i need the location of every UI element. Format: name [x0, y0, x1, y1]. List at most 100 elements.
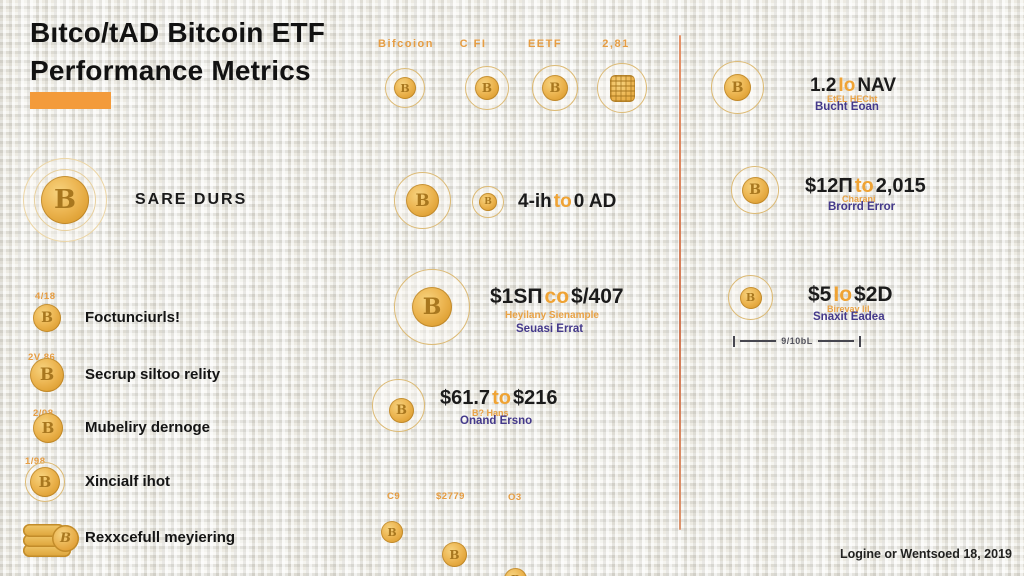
- bitcoin-coin-icon: [472, 186, 504, 218]
- bitcoin-coin-icon: [465, 66, 509, 110]
- metric-value: $5Io$2D: [808, 283, 893, 307]
- column-header-label: EETF: [527, 38, 563, 50]
- coin-tag: O3: [508, 492, 522, 503]
- metric-value-post: $2D: [854, 283, 893, 306]
- coin-stack-icon: [23, 520, 79, 558]
- metric-value-pre: $12Π: [805, 175, 853, 197]
- metric-value-mid: Io: [833, 283, 853, 306]
- metric-value-mid: to: [492, 387, 511, 409]
- metric-value: $61.7 to $216: [440, 387, 557, 410]
- metric-value-mid: Io: [838, 75, 856, 96]
- coin-face: [30, 467, 60, 497]
- coin-face: [542, 75, 568, 101]
- coin-face: [739, 286, 762, 309]
- bitcoin-coin-icon: [25, 462, 65, 502]
- item-label: Rexxcefull meyiering: [85, 529, 236, 546]
- date-caption: Logine or Wentsoed 18, 2019: [839, 547, 1012, 561]
- metric-value-mid: to: [854, 175, 874, 197]
- scale-endcap: [733, 335, 735, 347]
- metric-value-pre: 1.2: [810, 75, 837, 96]
- bitcoin-coin-icon: [385, 68, 425, 108]
- coin-face: [394, 77, 416, 99]
- section-title: SARE DURS: [135, 191, 248, 208]
- coin-face: [406, 184, 439, 217]
- metric-row: $5Io$2D Birevay lil Snaxit Eadea 9/10bL: [700, 270, 1020, 360]
- bitcoin-coin-icon: [442, 542, 467, 567]
- coin-ring: [465, 66, 509, 110]
- metric-subtitle-purple: Bucht Eoan: [815, 101, 879, 113]
- bitcoin-hero-icon: [23, 158, 107, 242]
- bitcoin-coin-icon: [504, 568, 527, 576]
- column-header-label: C FI: [459, 38, 487, 50]
- metric-value-pre: $5: [808, 283, 832, 306]
- metric-value: $12Π to 2,015: [805, 175, 926, 198]
- item-label: Xincialf ihot: [85, 473, 171, 490]
- column-header-label: 2,81: [602, 38, 630, 50]
- item-tag: 4/18: [35, 291, 56, 302]
- item-label: Mubeliry dernoge: [85, 419, 211, 436]
- scale-line: [817, 340, 855, 342]
- bitcoin-coin-icon: [728, 275, 773, 320]
- coin-face: [479, 193, 497, 211]
- coin-face: [609, 74, 635, 102]
- metric-value-post: 0 AD: [573, 191, 617, 212]
- metric-value-post: 2,015: [875, 175, 926, 197]
- bitcoin-coin-icon: [394, 269, 470, 345]
- coin-face: [412, 287, 452, 327]
- metric-subtitle-orange: Charani: [842, 194, 876, 204]
- bitcoin-coin-icon: [30, 358, 64, 392]
- item-label: Foctunciurls!: [85, 309, 181, 326]
- coin-face: [475, 76, 499, 100]
- metric-value-pre: 4-ih: [518, 191, 552, 212]
- list-item: Rexxcefull meyiering: [23, 518, 343, 562]
- metric-value-post: $/407: [571, 285, 624, 308]
- scale-endcap: [859, 335, 862, 347]
- bitcoin-coin-icon: [33, 304, 61, 332]
- coin-face: [724, 74, 751, 101]
- metric-subtitle-purple: Onand Ersno: [460, 415, 533, 427]
- range-scale: 9/10bL: [733, 334, 862, 348]
- metric-subtitle-orange: B? Hans: [472, 408, 509, 418]
- item-tag: 2V 86: [28, 352, 56, 363]
- bitcoin-coin-icon: [731, 166, 779, 214]
- vertical-divider: [679, 35, 681, 530]
- coin-tag-group: C9 $2779 O3: [360, 485, 560, 576]
- item-label: Secrup siltoo relity: [85, 366, 221, 383]
- metric-row: $1SΠco$/407 Heyilany Sienample Seuasi Er…: [380, 262, 680, 357]
- bitcoin-coin-icon: [33, 413, 63, 443]
- coin-face: [741, 176, 769, 204]
- metric-value-mid: co: [544, 285, 570, 308]
- page-title-line1: Bıtco/tAD Bitcoin ETF: [30, 17, 326, 48]
- metric-subtitle-purple: Snaxit Eadea: [813, 311, 885, 323]
- coin-inner-ring: [34, 169, 96, 231]
- item-tag: 1/98: [25, 456, 46, 467]
- metric-subtitle-purple: Brorrd Error: [828, 201, 896, 213]
- metric-value: 4-ih to 0 AD: [518, 191, 616, 213]
- metric-value: $1SΠco$/407: [490, 285, 624, 309]
- metric-value-post: $216: [512, 387, 558, 409]
- coin-face: [33, 413, 63, 443]
- title-accent-bar: [30, 92, 111, 109]
- bitcoin-coin-icon: [711, 61, 764, 114]
- page-title: Bıtco/tAD Bitcoin ETF Performance Metric…: [30, 14, 325, 90]
- coin-face: [41, 176, 89, 224]
- metric-value: 1.2 Io NAV: [810, 75, 896, 97]
- scale-line: [740, 340, 777, 342]
- token-badge-icon: [597, 63, 647, 113]
- list-item: 1/98 Xincialf ihot: [23, 454, 323, 508]
- coin-face: [389, 398, 414, 423]
- coin-ring: [711, 61, 764, 114]
- coin-face: [52, 525, 79, 552]
- coin-ring: [731, 166, 779, 214]
- metric-value-pre: $61.7: [440, 387, 491, 409]
- metric-subtitle-orange: Birevay lil: [827, 304, 870, 314]
- metric-value-post: NAV: [857, 75, 897, 96]
- coin-ring: [372, 379, 425, 432]
- coin-ring: [394, 269, 470, 345]
- metric-value-pre: $1SΠ: [490, 285, 543, 308]
- coin-tag: C9: [387, 491, 401, 502]
